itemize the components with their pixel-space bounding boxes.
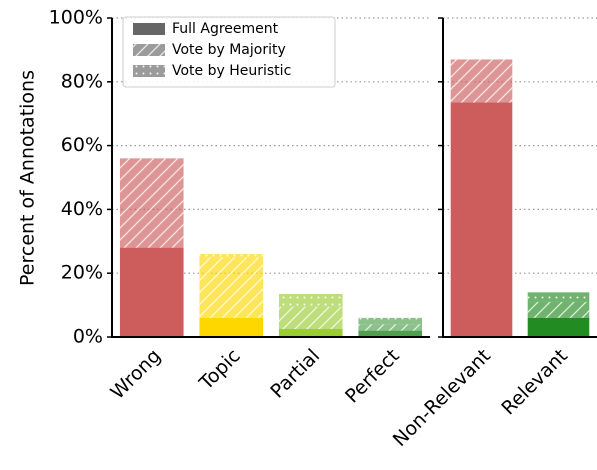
bar-segment	[119, 247, 184, 337]
y-tick-label: 60%	[61, 134, 103, 156]
x-tick-label: Non-Relevant	[389, 345, 495, 451]
y-tick-label: 80%	[61, 70, 103, 92]
bar-segment	[278, 329, 343, 337]
y-axis-label: Percent of Annotations	[17, 70, 39, 286]
legend-box	[122, 16, 336, 88]
legend-swatch	[133, 23, 165, 35]
legend-label: Vote by Heuristic	[172, 63, 291, 79]
y-tick-label: 20%	[61, 262, 103, 284]
bar-hatch	[278, 293, 343, 307]
bar-hatch	[199, 254, 264, 258]
y-tick-label: 100%	[49, 7, 103, 29]
legend-hatch	[133, 44, 165, 56]
bar-hatch	[527, 301, 590, 318]
y-tick-label: 0%	[73, 326, 103, 348]
bar-segment	[199, 317, 264, 337]
legend-label: Full Agreement	[172, 21, 279, 37]
bar-hatch	[358, 324, 423, 331]
bar-segment	[358, 330, 423, 337]
bar-hatch	[450, 59, 513, 103]
x-tick-label: Partial	[266, 345, 324, 403]
legend-label: Vote by Majority	[172, 42, 286, 58]
bar-segment	[450, 102, 513, 337]
x-tick-label: Relevant	[497, 345, 572, 420]
bar-hatch	[199, 257, 264, 318]
bar-hatch	[358, 317, 423, 325]
x-tick-label: Topic	[195, 345, 245, 395]
legend-hatch	[133, 65, 165, 77]
bar-hatch	[278, 306, 343, 330]
x-tick-label: Wrong	[106, 345, 165, 404]
bar-hatch	[527, 292, 590, 302]
y-tick-label: 40%	[61, 198, 103, 220]
x-tick-label: Perfect	[341, 345, 404, 408]
bar-segment	[527, 317, 590, 337]
legend: Full Agreement Vote by Majority Vote by He…	[122, 16, 336, 88]
bar-hatch	[119, 158, 184, 248]
